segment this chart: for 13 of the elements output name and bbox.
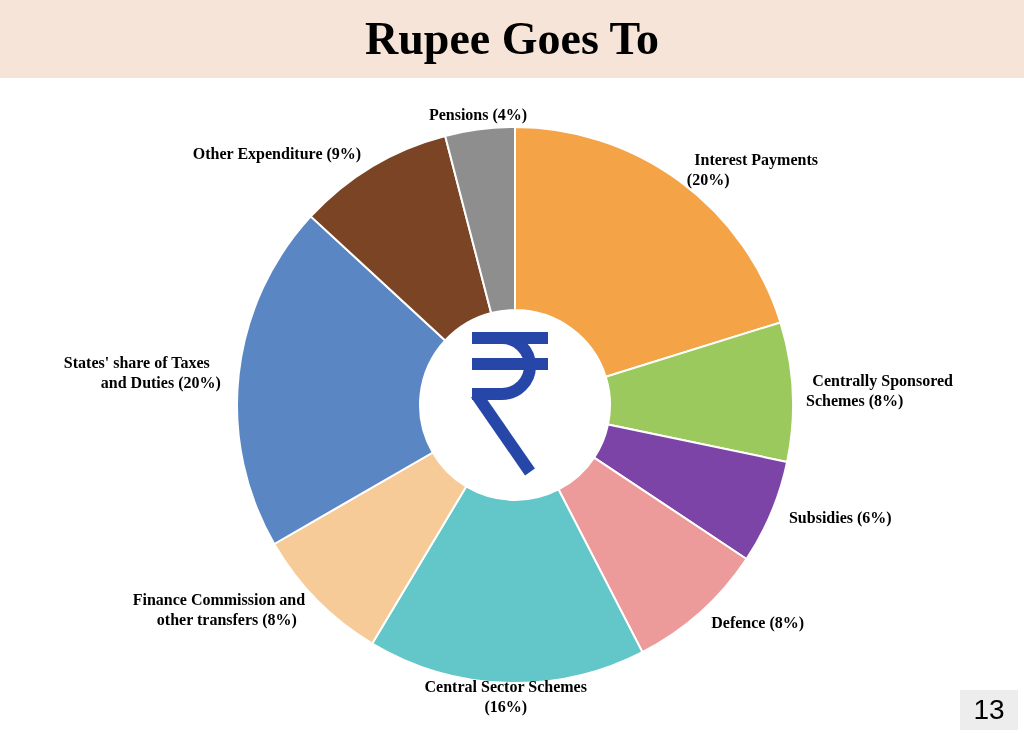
slice-label: Pensions (4%) [428,106,528,125]
slice-label: Central Sector Schemes [424,677,587,695]
slice-label: Finance Commission and other transfers (8%) [132,590,306,629]
slice-label: States' share of Taxes and Duties (20%) [63,353,221,392]
slice-label: Centrally Sponsored Schemes (8%) [806,372,954,411]
chart-title: Rupee Goes To [0,0,1024,78]
slice-label: Defence (8%) [711,613,805,632]
slice-label: Subsidies (6%) [788,508,892,527]
data-label: (20%) [686,170,730,189]
text: 13 [960,690,1018,730]
slice-label: Interest Payments [694,150,818,169]
slice-label: Other Expenditure (9%) [192,145,362,164]
data-label: (16%) [484,697,528,716]
